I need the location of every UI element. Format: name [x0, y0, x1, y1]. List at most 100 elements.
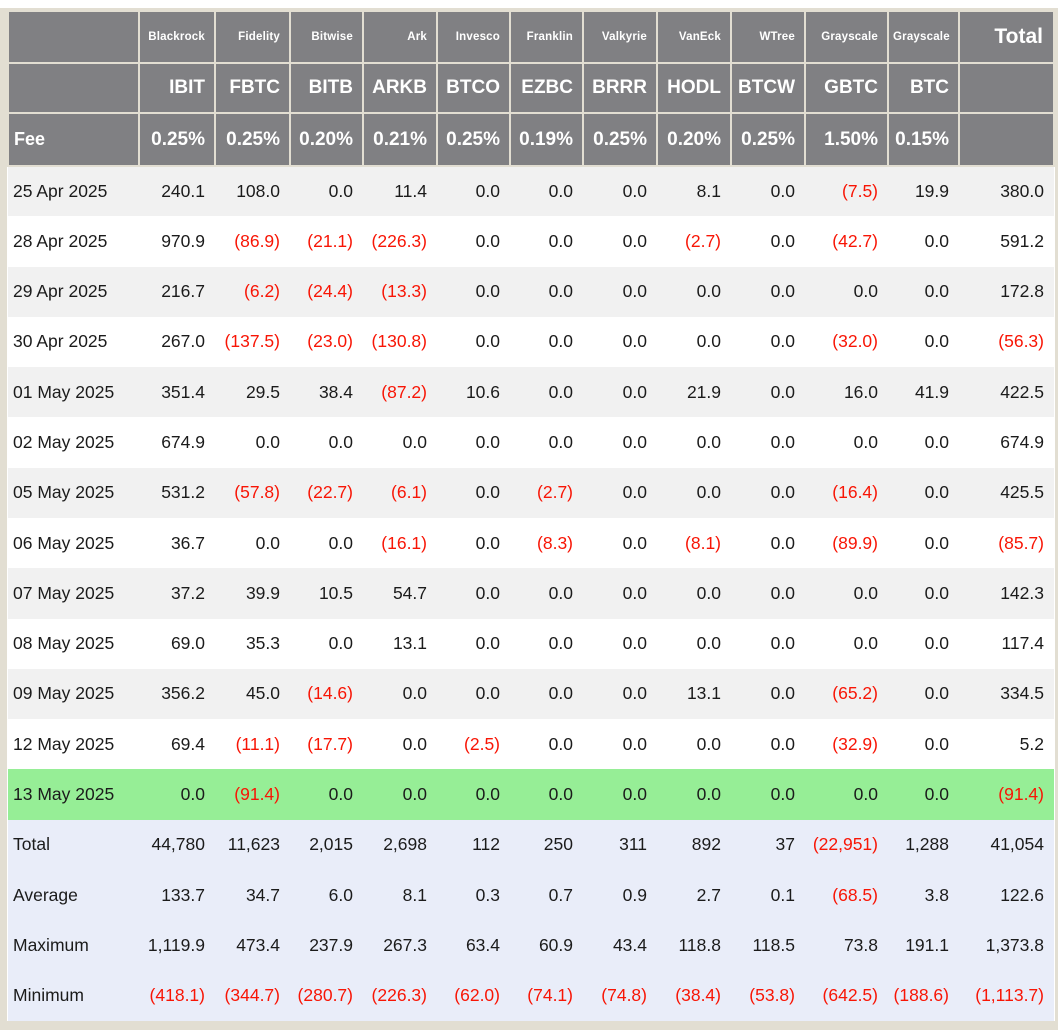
row-total-cell: 422.5 — [1000, 381, 1044, 402]
flow-value-cell: 0.0 — [924, 482, 949, 503]
ticker-header: BITB — [289, 62, 364, 114]
ticker-header: ARKB — [362, 62, 438, 114]
provider-header: WTree — [730, 10, 806, 64]
summary-value-cell: (344.7) — [224, 985, 280, 1006]
ticker-header: HODL — [656, 62, 732, 114]
summary-value-cell: 112 — [472, 834, 500, 855]
date-cell: 06 May 2025 — [13, 532, 115, 553]
table-row: 08 May 2025 69.0 35.3 0.0 13.1 0.0 0.0 0.0 0.0 0.… — [8, 618, 1054, 669]
row-total-cell: (91.4) — [998, 784, 1044, 805]
flow-value-cell: 0.0 — [548, 784, 573, 805]
date-cell: 07 May 2025 — [13, 582, 115, 603]
row-total-cell: 117.4 — [1001, 633, 1045, 654]
provider-header: VanEck — [656, 10, 732, 64]
summary-value-cell: 0.3 — [475, 884, 500, 905]
flow-value-cell: 0.0 — [475, 683, 500, 704]
summary-value-cell: 250 — [543, 834, 573, 855]
flow-value-cell: 0.0 — [475, 230, 500, 251]
flow-value-cell: 29.5 — [245, 381, 280, 402]
summary-value-cell: 43.4 — [612, 935, 647, 956]
date-cell: 13 May 2025 — [13, 784, 115, 805]
flow-value-cell: 38.4 — [318, 381, 353, 402]
row-total-cell: 591.2 — [1000, 230, 1044, 251]
flow-value-cell: (6.2) — [244, 281, 280, 302]
flow-value-cell: 16.0 — [843, 381, 878, 402]
summary-value-cell: 63.4 — [465, 935, 500, 956]
flow-value-cell: 0.0 — [255, 532, 280, 553]
corner-cell — [7, 10, 140, 64]
flow-value-cell: 0.0 — [475, 532, 500, 553]
flow-value-cell: 0.0 — [622, 733, 647, 754]
flow-value-cell: (24.4) — [307, 281, 353, 302]
flow-value-cell: (91.4) — [234, 784, 280, 805]
date-cell: 30 Apr 2025 — [13, 331, 108, 352]
table-row: 02 May 2025 674.9 0.0 0.0 0.0 0.0 0.0 0.0 0.0 0.0… — [8, 417, 1054, 468]
summary-value-cell: (53.8) — [749, 985, 795, 1006]
flow-value-cell: (32.0) — [832, 331, 878, 352]
fee-value: 0.25% — [582, 112, 658, 167]
flow-value-cell: 0.0 — [622, 683, 647, 704]
flow-value-cell: 69.0 — [170, 633, 205, 654]
fee-value: 0.25% — [138, 112, 216, 167]
summary-total-cell: 41,054 — [990, 834, 1044, 855]
flow-value-cell: 54.7 — [392, 582, 427, 603]
flow-value-cell: 0.0 — [924, 633, 949, 654]
fee-value: 0.25% — [436, 112, 511, 167]
flow-value-cell: 0.0 — [548, 633, 573, 654]
date-cell: 02 May 2025 — [13, 432, 115, 453]
fee-value: 0.20% — [289, 112, 364, 167]
summary-value-cell: (22,951) — [812, 834, 878, 855]
flow-value-cell: 0.0 — [548, 432, 573, 453]
flow-value-cell: 0.0 — [548, 733, 573, 754]
flow-value-cell: 0.0 — [770, 381, 795, 402]
summary-value-cell: 0.7 — [548, 884, 573, 905]
flow-value-cell: 0.0 — [696, 784, 721, 805]
ticker-header: BRRR — [582, 62, 658, 114]
flow-value-cell: 0.0 — [770, 432, 795, 453]
flow-value-cell: 0.0 — [548, 582, 573, 603]
flow-value-cell: 356.2 — [161, 683, 205, 704]
flow-value-cell: 0.0 — [770, 532, 795, 553]
flow-value-cell: 45.0 — [245, 683, 280, 704]
flow-value-cell: 0.0 — [548, 181, 573, 202]
summary-total-cell: (1,113.7) — [975, 985, 1044, 1006]
flow-value-cell: (11.1) — [235, 733, 280, 754]
flow-value-cell: 69.4 — [170, 733, 205, 754]
flow-value-cell: 0.0 — [770, 181, 795, 202]
table-row: 29 Apr 2025 216.7 (6.2) (24.4) (13.3) 0.0 0.0 0… — [8, 266, 1054, 317]
row-total-cell: 380.0 — [1000, 181, 1044, 202]
flow-value-cell: 0.0 — [622, 230, 647, 251]
flow-value-cell: (2.5) — [464, 733, 500, 754]
summary-value-cell: (418.1) — [149, 985, 205, 1006]
ticker-header: GBTC — [804, 62, 889, 114]
flow-value-cell: 0.0 — [622, 784, 647, 805]
flow-value-cell: 0.0 — [328, 181, 353, 202]
flow-value-cell: 0.0 — [622, 633, 647, 654]
flow-value-cell: (87.2) — [381, 381, 427, 402]
table-row: 05 May 2025 531.2 (57.8) (22.7) (6.1) 0.0 (2.7… — [8, 467, 1054, 518]
flow-value-cell: 41.9 — [914, 381, 949, 402]
flow-value-cell: 108.0 — [236, 181, 280, 202]
row-total-cell: 172.8 — [1000, 281, 1044, 302]
flow-value-cell: 39.9 — [245, 582, 280, 603]
flow-value-cell: (2.7) — [685, 230, 721, 251]
flow-value-cell: 0.0 — [924, 733, 949, 754]
flow-value-cell: 0.0 — [770, 633, 795, 654]
flow-value-cell: 351.4 — [161, 381, 205, 402]
date-cell: 12 May 2025 — [13, 733, 115, 754]
flow-value-cell: (137.5) — [224, 331, 280, 352]
blank-cell — [958, 62, 1055, 114]
summary-value-cell: 8.1 — [402, 884, 427, 905]
flow-value-cell: 0.0 — [853, 784, 878, 805]
fee-header-row: Fee 0.25% 0.25% 0.20% 0.21% 0.25% 0.19% 0.25% 0.… — [7, 112, 1055, 167]
summary-value-cell: 2.7 — [696, 884, 721, 905]
flow-value-cell: 0.0 — [853, 582, 878, 603]
flow-value-cell: 0.0 — [924, 331, 949, 352]
provider-header: Fidelity — [214, 10, 291, 64]
provider-header: Blackrock — [138, 10, 216, 64]
flow-value-cell: (42.7) — [832, 230, 878, 251]
table-row-highlighted: 13 May 2025 0.0 (91.4) 0.0 0.0 0.0 0.0 0.0 0.0 0.… — [8, 769, 1054, 820]
summary-row-minimum: Minimum (418.1) (344.7) (280.7) (226.3) (62.0… — [8, 970, 1054, 1021]
table-row: 30 Apr 2025 267.0 (137.5) (23.0) (130.8) 0.0 0… — [8, 316, 1054, 368]
flow-value-cell: 0.0 — [548, 683, 573, 704]
